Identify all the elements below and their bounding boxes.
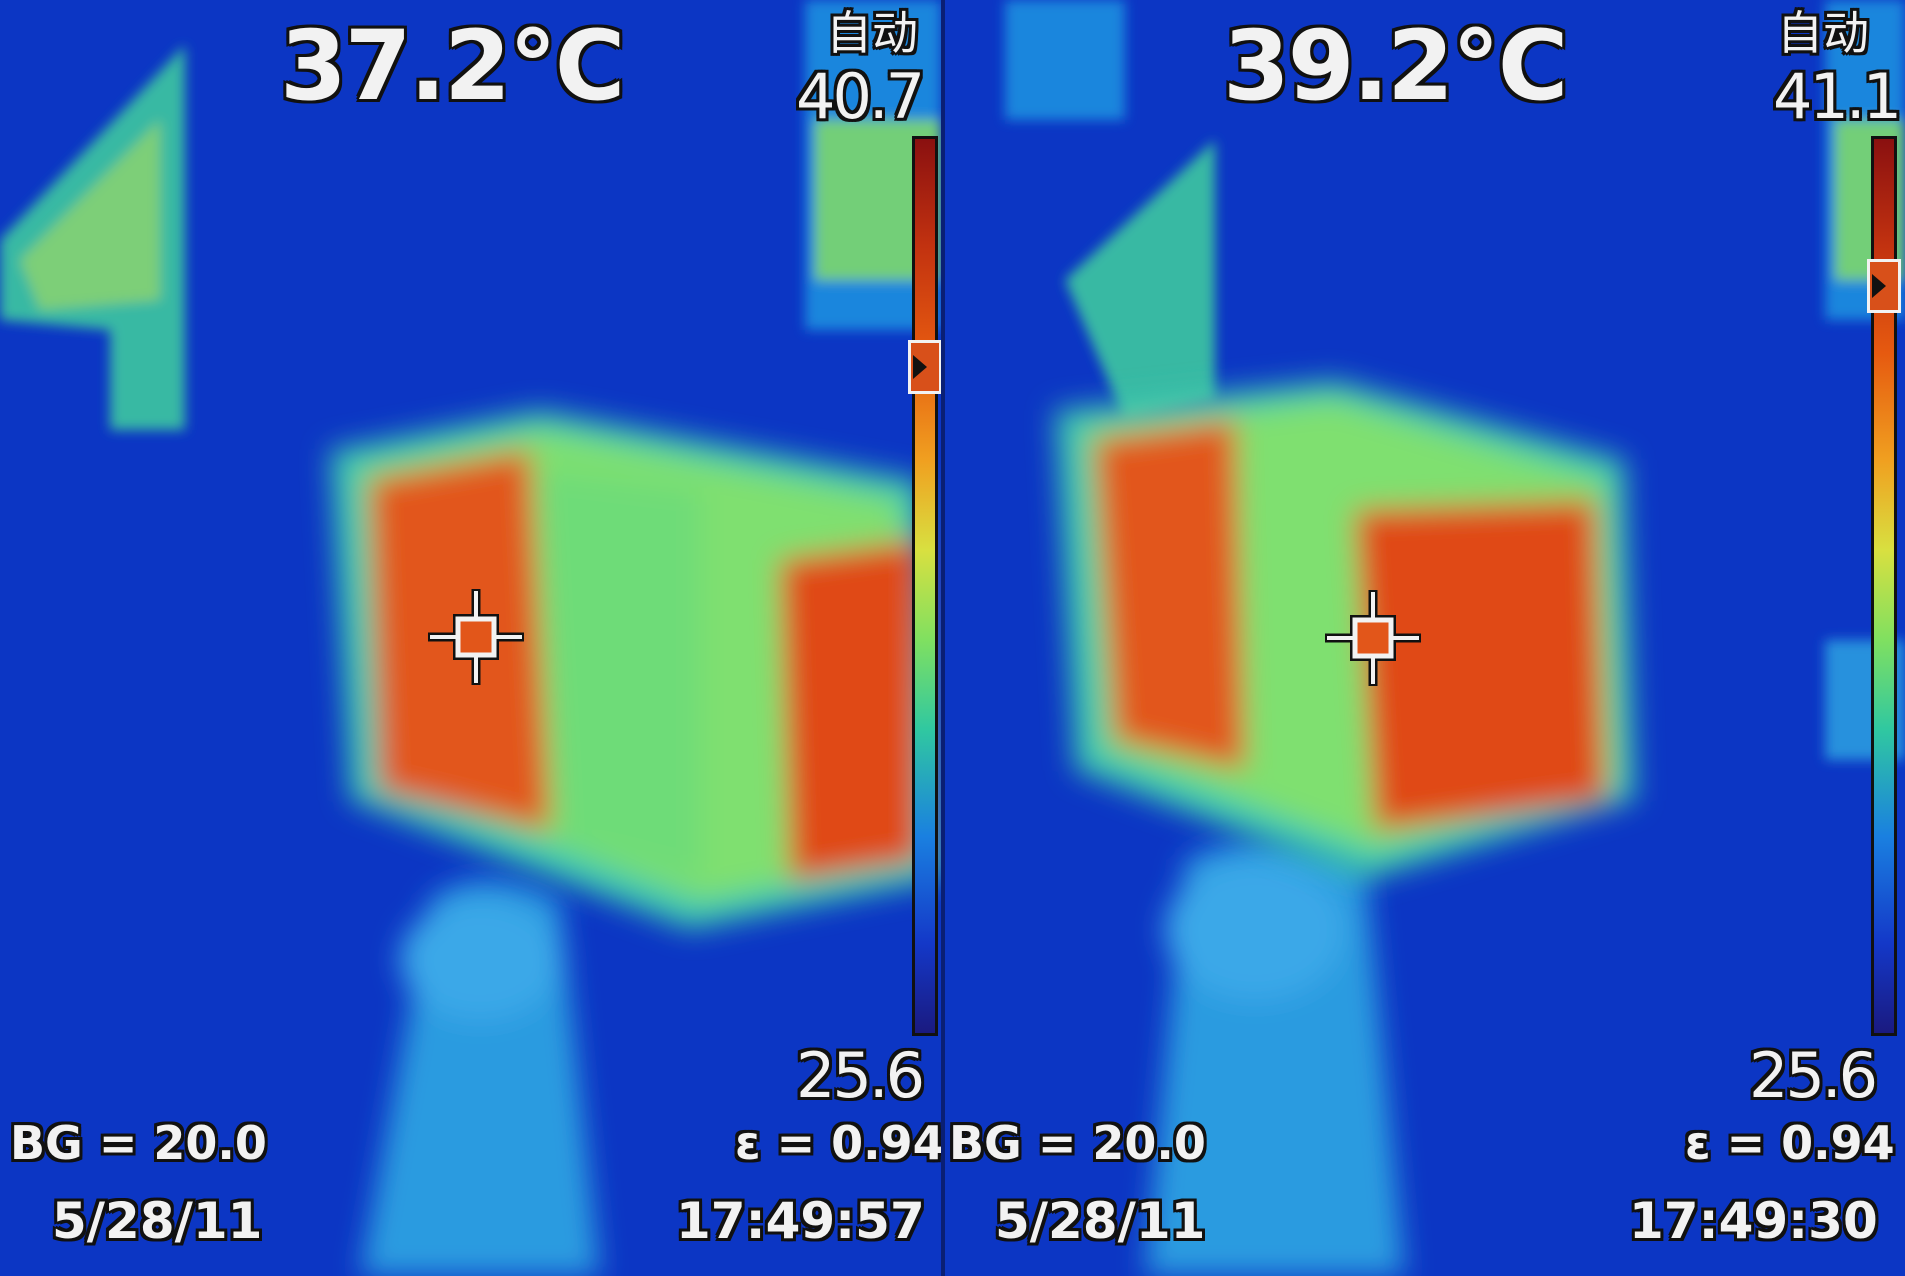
temperature-scale-bar bbox=[912, 136, 938, 1036]
scale-max: 41.1 bbox=[1773, 60, 1902, 133]
background-temperature: BG = 20.0 bbox=[949, 1116, 1206, 1170]
capture-time: 17:49:57 bbox=[676, 1192, 925, 1250]
thermal-frame-left: 37.2°C 自动 40.7 25.6 BG = 20.0 ε = 0.94 5… bbox=[0, 0, 941, 1276]
emissivity: ε = 0.94 bbox=[735, 1116, 941, 1170]
crosshair-icon bbox=[428, 589, 524, 685]
emissivity: ε = 0.94 bbox=[1685, 1116, 1895, 1170]
scale-min: 25.6 bbox=[796, 1039, 925, 1112]
crosshair-icon bbox=[1325, 590, 1421, 686]
mode-label: 自动 bbox=[1777, 6, 1869, 60]
scale-max: 40.7 bbox=[796, 60, 925, 133]
spot-temperature: 37.2°C bbox=[280, 10, 625, 122]
frame-divider bbox=[941, 0, 945, 1276]
capture-time: 17:49:30 bbox=[1629, 1192, 1878, 1250]
mode-label: 自动 bbox=[826, 6, 918, 60]
thermal-image-right bbox=[1005, 0, 1905, 1276]
background-temperature: BG = 20.0 bbox=[10, 1116, 267, 1170]
capture-date: 5/28/11 bbox=[995, 1192, 1206, 1250]
scale-min: 25.6 bbox=[1749, 1039, 1878, 1112]
thermal-frame-right: 39.2°C 自动 41.1 25.6 BG = 20.0 ε = 0.94 5… bbox=[945, 0, 1905, 1276]
level-marker-icon bbox=[1867, 259, 1901, 313]
capture-date: 5/28/11 bbox=[52, 1192, 263, 1250]
level-marker-icon bbox=[908, 340, 941, 394]
spot-temperature: 39.2°C bbox=[1223, 10, 1568, 122]
